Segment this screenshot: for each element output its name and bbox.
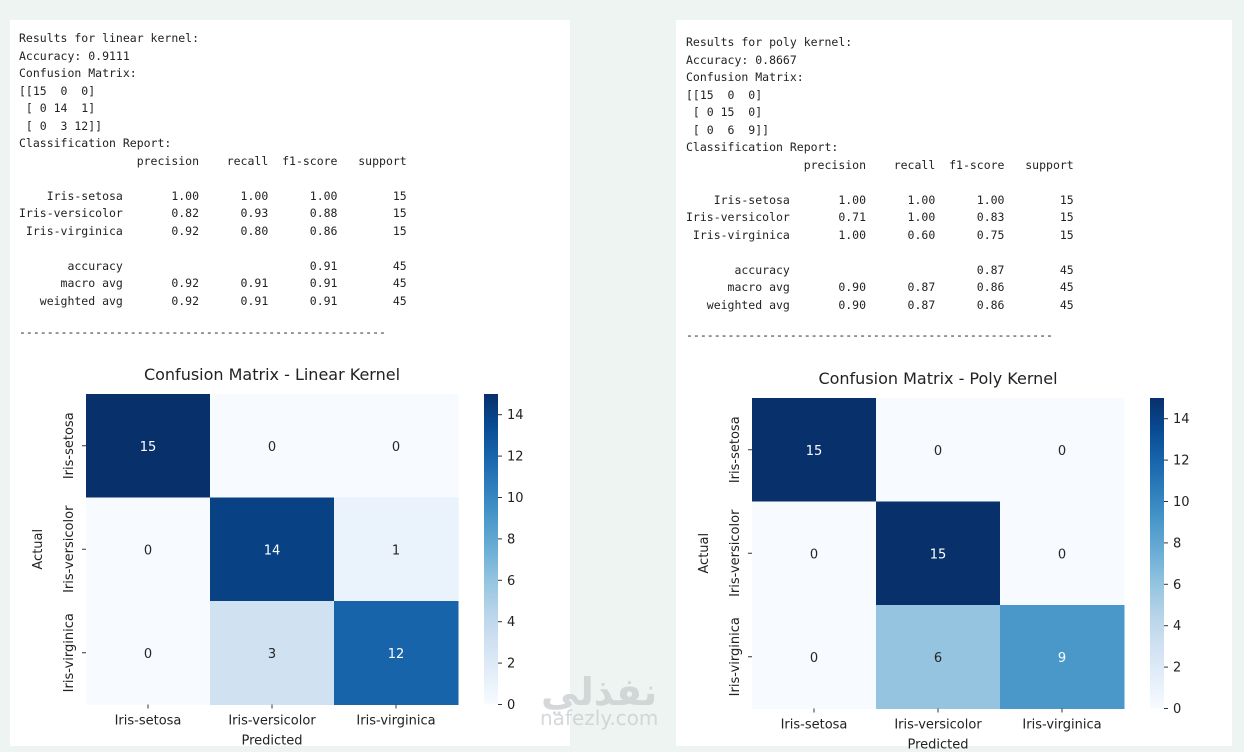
separator-line: ----------------------------------------… [686, 328, 1053, 342]
x-axis-label: Predicted [907, 738, 968, 752]
cell-value-label: 0 [810, 547, 818, 562]
colorbar-tick-label: 8 [1173, 536, 1181, 551]
chart-title: Confusion Matrix - Linear Kernel [144, 365, 400, 384]
x-tick-label: Iris-versicolor [894, 718, 982, 733]
cell-value-label: 15 [140, 440, 157, 455]
colorbar-tick-label: 4 [1173, 619, 1181, 634]
cell-value-label: 0 [392, 440, 400, 455]
cell-value-label: 0 [144, 647, 152, 662]
x-tick-label: Iris-versicolor [228, 714, 316, 729]
colorbar-tick-label: 14 [1173, 412, 1190, 427]
cell-value-label: 15 [930, 547, 947, 562]
y-tick-label: Iris-setosa [62, 412, 77, 479]
cell-value-label: 12 [388, 647, 405, 662]
y-tick-label: Iris-virginica [62, 613, 77, 692]
colorbar-tick-label: 12 [1173, 454, 1190, 469]
cell-value-label: 9 [1058, 651, 1066, 666]
cell-value-label: 6 [934, 651, 942, 666]
classification-report-poly: Results for poly kernel: Accuracy: 0.866… [686, 34, 1074, 314]
chart-title: Confusion Matrix - Poly Kernel [818, 369, 1057, 388]
colorbar-tick-label: 6 [507, 574, 515, 589]
x-tick-label: Iris-setosa [115, 714, 182, 729]
y-axis-label: Actual [697, 533, 712, 574]
separator-line: ----------------------------------------… [19, 325, 386, 339]
output-panel-poly: Results for poly kernel: Accuracy: 0.866… [676, 20, 1232, 746]
cell-value-label: 0 [934, 444, 942, 459]
cell-value-label: 14 [264, 543, 281, 558]
watermark: نفذلي nafezly.com [540, 670, 658, 730]
cell-value-label: 0 [1058, 547, 1066, 562]
colorbar-tick-label: 12 [507, 450, 524, 465]
colorbar-tick-label: 0 [1173, 702, 1181, 717]
cell-value-label: 0 [268, 440, 276, 455]
y-tick-label: Iris-versicolor [728, 509, 743, 597]
x-tick-label: Iris-virginica [356, 714, 435, 729]
cell-value-label: 1 [392, 543, 400, 558]
watermark-latin: nafezly.com [540, 706, 658, 730]
classification-report-linear: Results for linear kernel: Accuracy: 0.9… [19, 30, 407, 310]
cell-value-label: 0 [810, 651, 818, 666]
x-tick-label: Iris-setosa [781, 718, 848, 733]
cell-value-label: 15 [806, 444, 823, 459]
y-tick-label: Iris-setosa [728, 416, 743, 483]
y-tick-label: Iris-versicolor [62, 505, 77, 593]
cell-value-label: 3 [268, 647, 276, 662]
cell-value-label: 0 [144, 543, 152, 558]
output-panel-linear: Results for linear kernel: Accuracy: 0.9… [10, 20, 570, 746]
y-tick-label: Iris-virginica [728, 617, 743, 696]
colorbar-tick-label: 2 [1173, 661, 1181, 676]
colorbar [1150, 398, 1164, 709]
colorbar [484, 394, 498, 705]
confusion-matrix-poly-chart: Confusion Matrix - Poly Kernel 15 0 0 0 15 0 0 6… [676, 352, 1232, 752]
colorbar-tick-label: 14 [507, 408, 524, 423]
x-tick-label: Iris-virginica [1022, 718, 1101, 733]
cell-value-label: 0 [1058, 444, 1066, 459]
colorbar-tick-label: 4 [507, 615, 515, 630]
colorbar-tick-label: 6 [1173, 578, 1181, 593]
colorbar-tick-label: 0 [507, 698, 515, 713]
colorbar-tick-label: 8 [507, 532, 515, 547]
colorbar-tick-label: 10 [507, 491, 524, 506]
y-axis-label: Actual [31, 529, 46, 570]
colorbar-tick-label: 10 [1173, 495, 1190, 510]
colorbar-tick-label: 2 [507, 657, 515, 672]
